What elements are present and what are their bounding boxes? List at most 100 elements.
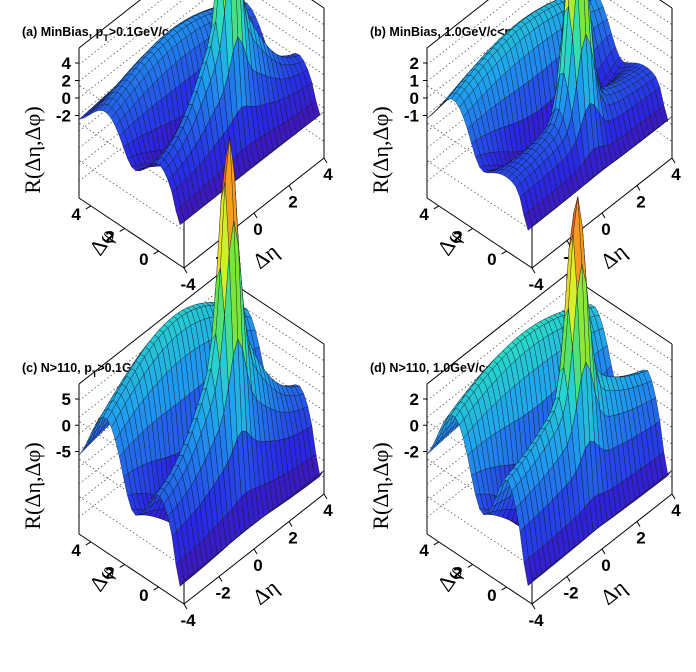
eta-tick-mark	[288, 185, 293, 191]
eta-tick-label: -4	[180, 611, 196, 630]
chart-title-subscript: T	[92, 369, 98, 379]
panel-a: (a) MinBias, pT>0.1GeV/c 4 2 0 -2 R(Δη,Δφ) 0 2 4…	[0, 0, 348, 336]
eta-tick-mark	[671, 493, 676, 500]
chart-title-main: (a) MinBias, p	[22, 25, 104, 39]
phi-tick-label: 4	[419, 205, 429, 224]
surface-cell	[426, 443, 436, 455]
phi-tick-mark	[501, 586, 507, 591]
chart-title-main: (c) N>110, p	[22, 361, 92, 375]
eta-tick-label: 4	[323, 501, 333, 520]
panel-d: (d) N>110, 1.0GeV/c<pT<3.0GeV/c20-2R(Δη,…	[348, 196, 696, 672]
phi-tick-label: 2	[105, 227, 114, 246]
surface-mesh	[426, 0, 673, 231]
z-tick-label: 2	[62, 72, 71, 91]
surface-plot-2: (c) N>110, pT>0.1GeV/c50-5R(Δη,Δφ)024Δφ-…	[20, 137, 333, 630]
surface-plot-3: (d) N>110, 1.0GeV/c<pT<3.0GeV/c20-2R(Δη,…	[368, 196, 681, 630]
eta-tick-mark	[183, 267, 188, 274]
chart-title-main: (b) MinBias, 1.0GeV/c<p	[370, 25, 512, 39]
z-tick-label: -2	[404, 443, 419, 462]
phi-tick-mark	[85, 205, 92, 210]
phi-tick-mark	[433, 205, 440, 210]
z-tick-label: 0	[62, 416, 71, 435]
box-edge	[78, 197, 185, 269]
box-edge	[426, 533, 533, 605]
chart-title-subscript: T	[103, 33, 109, 43]
phi-tick-mark	[153, 250, 159, 255]
phi-tick-mark	[119, 564, 125, 568]
eta-tick-label: 2	[288, 193, 297, 212]
surface-cell	[527, 222, 537, 231]
grid-line	[286, 0, 325, 25]
eta-tick-mark	[671, 157, 676, 164]
eta-tick-mark	[636, 521, 641, 527]
z-tick-label: 2	[410, 54, 419, 73]
phi-tick-mark	[501, 250, 507, 255]
eta-tick-mark	[601, 212, 606, 219]
panel-b: (b) MinBias, 1.0GeV/c<pT<3.0GeV/c210-1R(…	[348, 0, 696, 336]
z-tick-label: -1	[404, 107, 419, 126]
chart-title-main: (d) N>110, 1.0GeV/c<p	[370, 361, 501, 375]
eta-tick-label: -2	[563, 584, 578, 603]
eta-tick-label: -4	[528, 611, 544, 630]
phi-tick-label: 4	[71, 541, 81, 560]
phi-tick-label: 0	[487, 586, 496, 605]
eta-tick-label: -4	[180, 275, 196, 294]
grid-line	[78, 0, 205, 99]
eta-axis-label: Δη	[596, 574, 632, 609]
phi-tick-mark	[433, 541, 440, 546]
phi-tick-label: 0	[139, 250, 148, 269]
eta-tick-mark	[218, 576, 223, 582]
grid-line	[426, 496, 533, 567]
z-tick-label: -5	[56, 443, 71, 462]
phi-tick-label: 4	[71, 205, 81, 224]
phi-tick-label: 0	[139, 586, 148, 605]
eta-tick-mark	[636, 185, 641, 191]
eta-tick-label: 0	[601, 556, 610, 575]
eta-tick-label: 0	[253, 556, 262, 575]
phi-tick-label: 0	[487, 250, 496, 269]
eta-axis-label: Δη	[248, 574, 284, 609]
grid-line	[426, 160, 533, 231]
grid-line	[609, 0, 673, 42]
grid-line	[78, 160, 185, 231]
eta-tick-label: -2	[215, 584, 230, 603]
box-edge	[426, 273, 568, 385]
phi-tick-label: 2	[453, 563, 462, 582]
grid-line	[78, 0, 184, 82]
z-tick-label: 1	[410, 72, 419, 91]
phi-tick-mark	[467, 228, 473, 232]
z-axis-label: R(Δη,Δφ)	[368, 442, 393, 529]
grid-line	[236, 0, 325, 59]
z-tick-label: 4	[62, 54, 72, 73]
grid-line	[78, 496, 185, 567]
eta-tick-mark	[253, 548, 258, 555]
z-tick-label: 0	[62, 89, 71, 108]
eta-tick-label: 0	[253, 220, 262, 239]
eta-tick-label: 4	[671, 501, 681, 520]
eta-tick-mark	[566, 576, 571, 582]
z-tick-label: 0	[410, 416, 419, 435]
z-tick-label: 5	[62, 390, 71, 409]
chart-title: (a) MinBias, pT>0.1GeV/c	[22, 25, 169, 43]
z-tick-label: 0	[410, 89, 419, 108]
z-tick-label: 2	[410, 390, 419, 409]
z-tick-label: -2	[56, 107, 71, 126]
eta-tick-label: -4	[528, 275, 544, 294]
eta-tick-label: 2	[636, 529, 645, 548]
grid-line	[426, 0, 510, 65]
surface-mesh	[78, 0, 325, 225]
eta-tick-mark	[601, 548, 606, 555]
surface-cell	[179, 217, 189, 225]
phi-tick-mark	[153, 586, 159, 591]
box-edge	[78, 533, 185, 605]
eta-axis-label: Δη	[596, 238, 632, 273]
eta-tick-label: 4	[323, 165, 333, 184]
grid-line	[261, 0, 325, 42]
eta-tick-mark	[183, 603, 188, 610]
eta-tick-label: 2	[288, 529, 297, 548]
surface-mesh	[426, 196, 673, 586]
panel-c: (c) N>110, pT>0.1GeV/c 5 0 -5 R(Δη,Δφ) 0 2 4 Δφ -…	[0, 137, 348, 672]
box-edge	[426, 0, 489, 49]
surface-cell	[179, 576, 189, 587]
phi-tick-label: 2	[453, 227, 462, 246]
